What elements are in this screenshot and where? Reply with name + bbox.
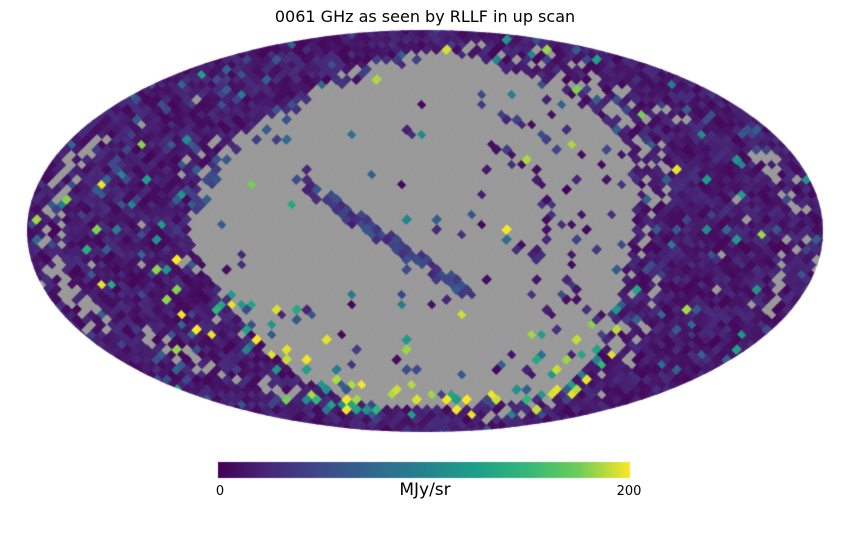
colorbar-tick-min: 0 bbox=[215, 484, 225, 499]
colorbar-tick-max: 200 bbox=[616, 484, 642, 499]
chart-title: 0061 GHz as seen by RLLF in up scan bbox=[274, 7, 576, 26]
colorbar-label: MJy/sr bbox=[399, 480, 451, 500]
